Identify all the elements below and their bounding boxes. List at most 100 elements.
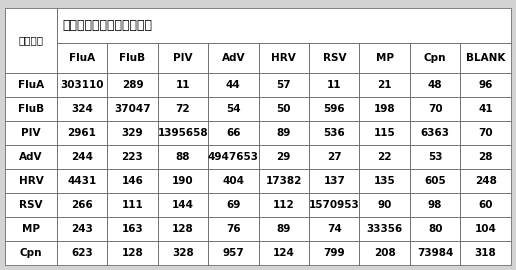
Bar — [460, 145, 511, 169]
Bar — [5, 217, 57, 241]
Bar — [460, 43, 511, 73]
Bar — [107, 241, 158, 265]
Bar — [410, 145, 460, 169]
Text: 324: 324 — [71, 104, 93, 114]
Text: 2961: 2961 — [68, 128, 96, 138]
Bar — [360, 193, 410, 217]
Text: 404: 404 — [222, 176, 245, 186]
Text: RSV: RSV — [322, 53, 346, 63]
Text: 44: 44 — [226, 80, 241, 90]
Text: 128: 128 — [172, 224, 194, 234]
Text: 37047: 37047 — [114, 104, 151, 114]
Text: 54: 54 — [226, 104, 240, 114]
Bar — [410, 121, 460, 145]
Bar — [410, 97, 460, 121]
Text: 11: 11 — [175, 80, 190, 90]
Bar — [5, 193, 57, 217]
Bar — [360, 241, 410, 265]
Text: HRV: HRV — [19, 176, 43, 186]
Text: 21: 21 — [378, 80, 392, 90]
Bar — [208, 73, 259, 97]
Text: 198: 198 — [374, 104, 396, 114]
Bar — [460, 193, 511, 217]
Text: 266: 266 — [71, 200, 93, 210]
Bar — [410, 193, 460, 217]
Text: 104: 104 — [475, 224, 496, 234]
Bar — [57, 241, 107, 265]
Text: 244: 244 — [71, 152, 93, 162]
Bar — [460, 97, 511, 121]
Text: 72: 72 — [175, 104, 190, 114]
Bar — [5, 121, 57, 145]
Text: 28: 28 — [478, 152, 493, 162]
Text: FluA: FluA — [69, 53, 95, 63]
Bar — [410, 73, 460, 97]
Text: 605: 605 — [424, 176, 446, 186]
Text: 66: 66 — [226, 128, 240, 138]
Text: 289: 289 — [122, 80, 143, 90]
Text: 4431: 4431 — [68, 176, 96, 186]
Bar — [107, 43, 158, 73]
Bar — [107, 145, 158, 169]
Bar — [158, 193, 208, 217]
Bar — [5, 73, 57, 97]
Text: 318: 318 — [475, 248, 496, 258]
Text: 29: 29 — [277, 152, 291, 162]
Bar — [208, 193, 259, 217]
Text: 90: 90 — [378, 200, 392, 210]
Text: Cpn: Cpn — [20, 248, 42, 258]
Bar — [158, 121, 208, 145]
Bar — [309, 73, 360, 97]
Bar — [410, 169, 460, 193]
Text: 111: 111 — [122, 200, 143, 210]
Bar — [158, 241, 208, 265]
Bar — [259, 73, 309, 97]
Bar — [309, 43, 360, 73]
Bar — [57, 217, 107, 241]
Text: MP: MP — [376, 53, 394, 63]
Text: 303110: 303110 — [60, 80, 104, 90]
Bar — [5, 169, 57, 193]
Bar — [410, 43, 460, 73]
Text: Cpn: Cpn — [424, 53, 446, 63]
Bar — [57, 145, 107, 169]
Bar — [360, 145, 410, 169]
Text: PIV: PIV — [21, 128, 41, 138]
Text: 112: 112 — [273, 200, 295, 210]
Text: 799: 799 — [324, 248, 345, 258]
Text: FluB: FluB — [18, 104, 44, 114]
Bar — [360, 217, 410, 241]
Bar — [309, 217, 360, 241]
Text: 6363: 6363 — [421, 128, 449, 138]
Text: 1395658: 1395658 — [157, 128, 208, 138]
Text: 76: 76 — [226, 224, 240, 234]
Bar — [57, 169, 107, 193]
Bar — [410, 241, 460, 265]
Text: 96: 96 — [478, 80, 493, 90]
Bar — [107, 193, 158, 217]
Text: 50: 50 — [277, 104, 291, 114]
Bar — [309, 145, 360, 169]
Bar — [107, 169, 158, 193]
Text: 70: 70 — [428, 104, 443, 114]
Bar — [57, 8, 511, 43]
Bar — [57, 193, 107, 217]
Bar — [360, 121, 410, 145]
Bar — [360, 169, 410, 193]
Text: 4947653: 4947653 — [208, 152, 259, 162]
Text: 137: 137 — [324, 176, 345, 186]
Bar — [208, 169, 259, 193]
Text: 190: 190 — [172, 176, 194, 186]
Bar — [208, 145, 259, 169]
Bar — [259, 169, 309, 193]
Text: 74: 74 — [327, 224, 342, 234]
Text: MP: MP — [22, 224, 40, 234]
Text: HRV: HRV — [271, 53, 296, 63]
Bar — [158, 169, 208, 193]
Text: PIV: PIV — [173, 53, 192, 63]
Text: 536: 536 — [324, 128, 345, 138]
Bar — [208, 97, 259, 121]
Text: 596: 596 — [324, 104, 345, 114]
Text: 146: 146 — [121, 176, 143, 186]
Bar — [259, 193, 309, 217]
